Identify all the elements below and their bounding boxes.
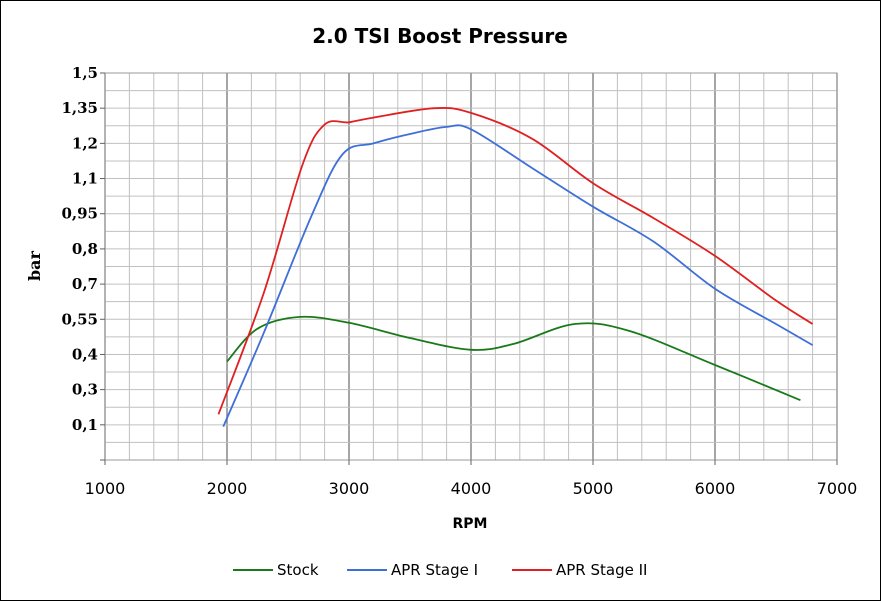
legend-label: APR Stage I	[391, 561, 478, 579]
y-tick-label: 1,2	[72, 134, 98, 152]
y-tick-label: 1,35	[61, 99, 98, 117]
tick-labels: 1000 2000 3000 4000 5000 6000 7000 0,1 0,3 0,4 0,5…	[61, 64, 857, 498]
series-lines	[217, 106, 814, 427]
y-tick-label: 0,4	[72, 345, 98, 363]
x-tick-label: 2000	[207, 479, 248, 498]
series-line-stock	[226, 315, 801, 402]
y-tick-label: 0,8	[72, 240, 98, 258]
x-tick-label: 4000	[451, 479, 492, 498]
y-tick-label: 1,5	[72, 64, 98, 82]
x-tick-label: 7000	[817, 479, 858, 498]
y-tick-label: 0,95	[61, 205, 98, 223]
legend-label: Stock	[277, 561, 319, 579]
legend: Stock APR Stage I APR Stage II	[233, 561, 647, 579]
y-tick-label: 0,3	[72, 381, 98, 399]
grid	[100, 72, 838, 465]
legend-label: APR Stage II	[556, 561, 647, 579]
series-line-apr-stage-i	[222, 124, 814, 427]
x-tick-label: 1000	[85, 479, 126, 498]
y-tick-label: 0,55	[61, 310, 98, 328]
x-tick-label: 5000	[573, 479, 614, 498]
y-tick-label: 0,1	[72, 416, 98, 434]
chart-title: 2.0 TSI Boost Pressure	[312, 24, 568, 48]
x-tick-label: 3000	[329, 479, 370, 498]
x-axis-label: RPM	[453, 516, 488, 532]
y-tick-label: 0,7	[72, 275, 98, 293]
x-tick-label: 6000	[695, 479, 736, 498]
y-axis-label: bar	[25, 250, 44, 281]
y-tick-label: 1,1	[72, 170, 98, 188]
series-line-apr-stage-ii	[217, 106, 814, 415]
